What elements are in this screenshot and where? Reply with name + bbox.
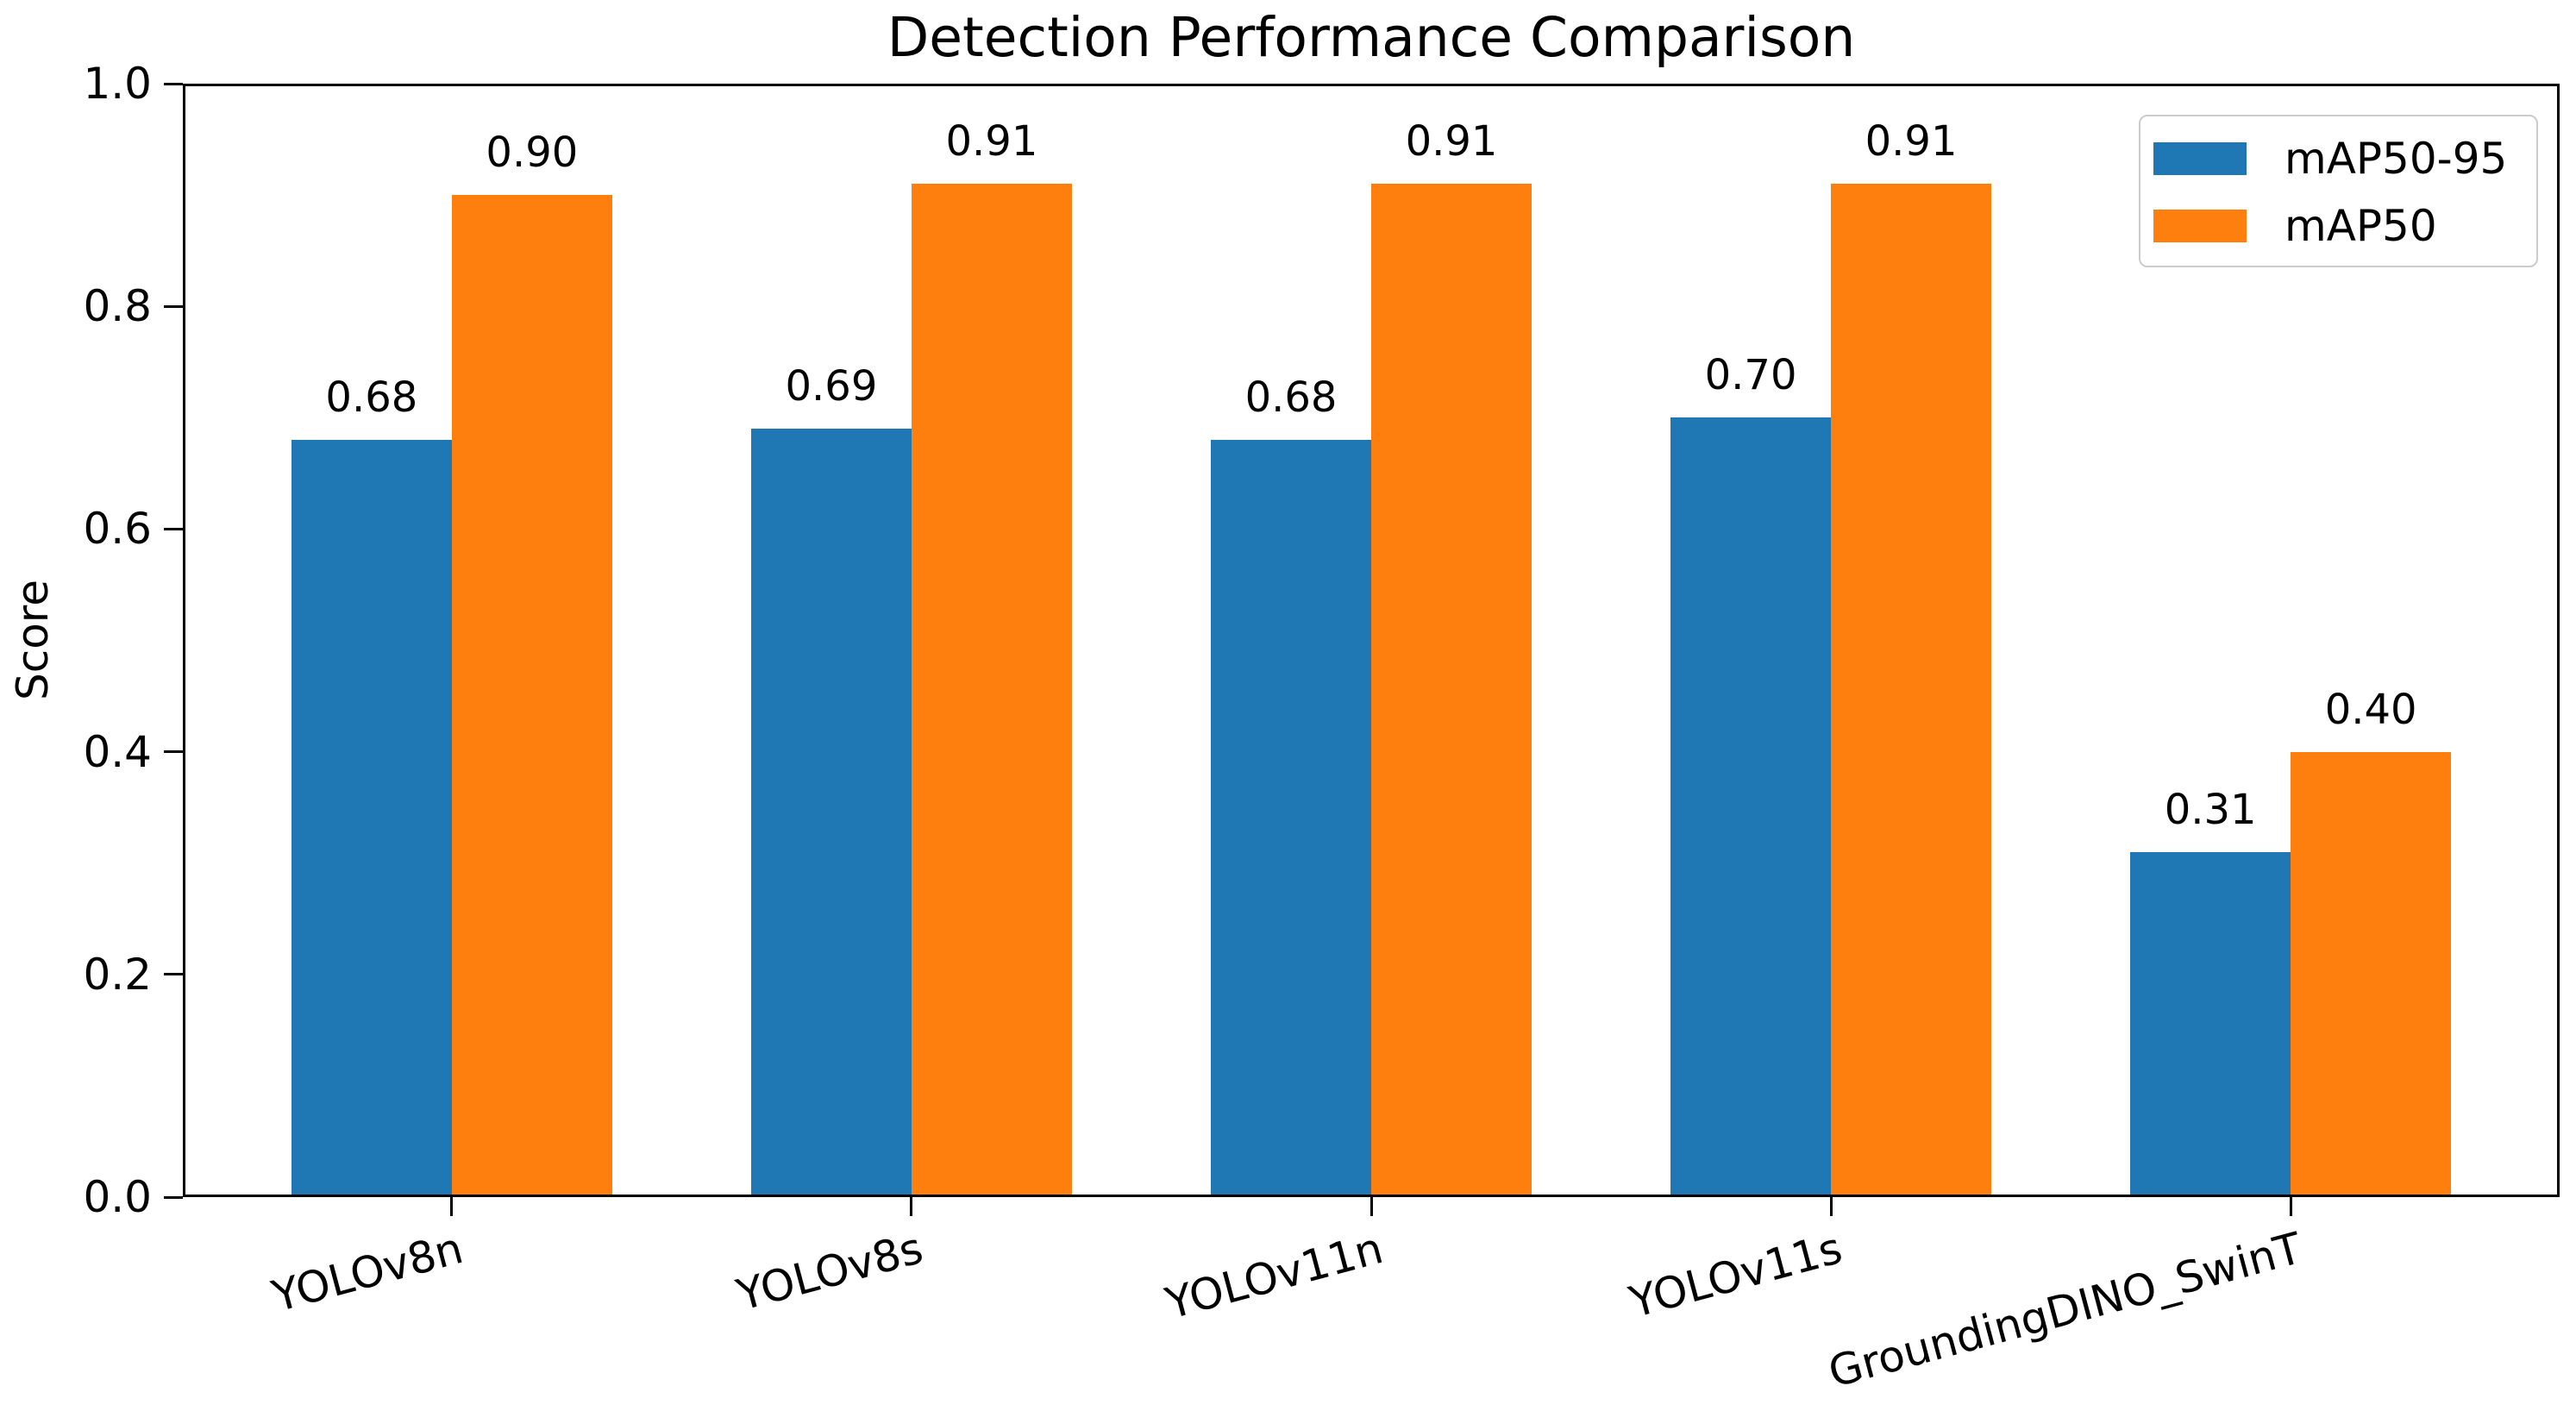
x-tick-mark [1369,1197,1373,1216]
bar-map50-95-yolov8s [750,429,912,1195]
bar-value-label-map50-yolov11n: 0.91 [1405,117,1498,166]
x-tick-label-groundingdino-swint: GroundingDINO_SwinT [1823,1223,2308,1398]
x-tick-label-yolov11s: YOLOv11s [1624,1223,1848,1328]
x-tick-label-yolov8s: YOLOv8s [731,1223,928,1320]
y-tick-label: 0.6 [83,504,152,555]
bar-map50-yolov11s [1831,184,1992,1195]
x-tick-mark [450,1197,454,1216]
bar-value-label-map50-95-yolov8n: 0.68 [325,373,418,422]
bar-value-label-map50-95-groundingdino-swint: 0.31 [2164,786,2257,834]
x-tick-mark [2289,1197,2292,1216]
x-tick-label-yolov8n: YOLOv8n [266,1223,468,1322]
x-tick-mark [910,1197,913,1216]
legend: mAP50-95 mAP50 [2139,115,2538,267]
chart-title: Detection Performance Comparison [887,6,1856,69]
bar-map50-95-yolov8n [291,440,452,1195]
bar-map50-yolov11n [1371,184,1532,1195]
legend-entry-map50: mAP50 [2153,202,2437,250]
y-tick-label: 1.0 [83,59,152,109]
legend-label-map50: mAP50 [2285,201,2437,251]
y-tick-label: 0.2 [83,949,152,1000]
bar-value-label-map50-yolov8n: 0.90 [486,129,579,177]
y-tick-label: 0.4 [83,726,152,777]
bar-value-label-map50-95-yolov11s: 0.70 [1704,351,1797,399]
bar-value-label-map50-groundingdino-swint: 0.40 [2324,686,2417,734]
y-tick-mark [164,1195,183,1199]
bar-map50-95-groundingdino-swint [2130,852,2291,1195]
legend-swatch-map50-95 [2153,142,2247,175]
y-tick-mark [164,973,183,976]
bar-value-label-map50-yolov11s: 0.91 [1865,117,1958,166]
bar-map50-yolov8n [451,195,612,1195]
legend-label-map50-95: mAP50-95 [2285,134,2508,184]
legend-entry-map50-95: mAP50-95 [2153,135,2507,183]
x-tick-label-yolov11n: YOLOv11n [1160,1223,1388,1329]
y-tick-mark [164,527,183,530]
bar-map50-groundingdino-swint [2291,752,2452,1195]
bar-map50-yolov8s [911,184,1072,1195]
bar-value-label-map50-95-yolov8s: 0.69 [785,362,878,411]
bar-map50-95-yolov11n [1211,440,1371,1195]
legend-swatch-map50 [2153,210,2247,242]
y-tick-mark [164,750,183,754]
bar-value-label-map50-95-yolov11n: 0.68 [1244,373,1338,422]
y-tick-label: 0.8 [83,281,152,332]
y-tick-mark [164,82,183,85]
y-tick-mark [164,304,183,308]
bar-map50-95-yolov11s [1670,417,1832,1195]
bar-value-label-map50-yolov8s: 0.91 [945,117,1038,166]
y-tick-label: 0.0 [83,1172,152,1222]
x-tick-mark [1829,1197,1833,1216]
